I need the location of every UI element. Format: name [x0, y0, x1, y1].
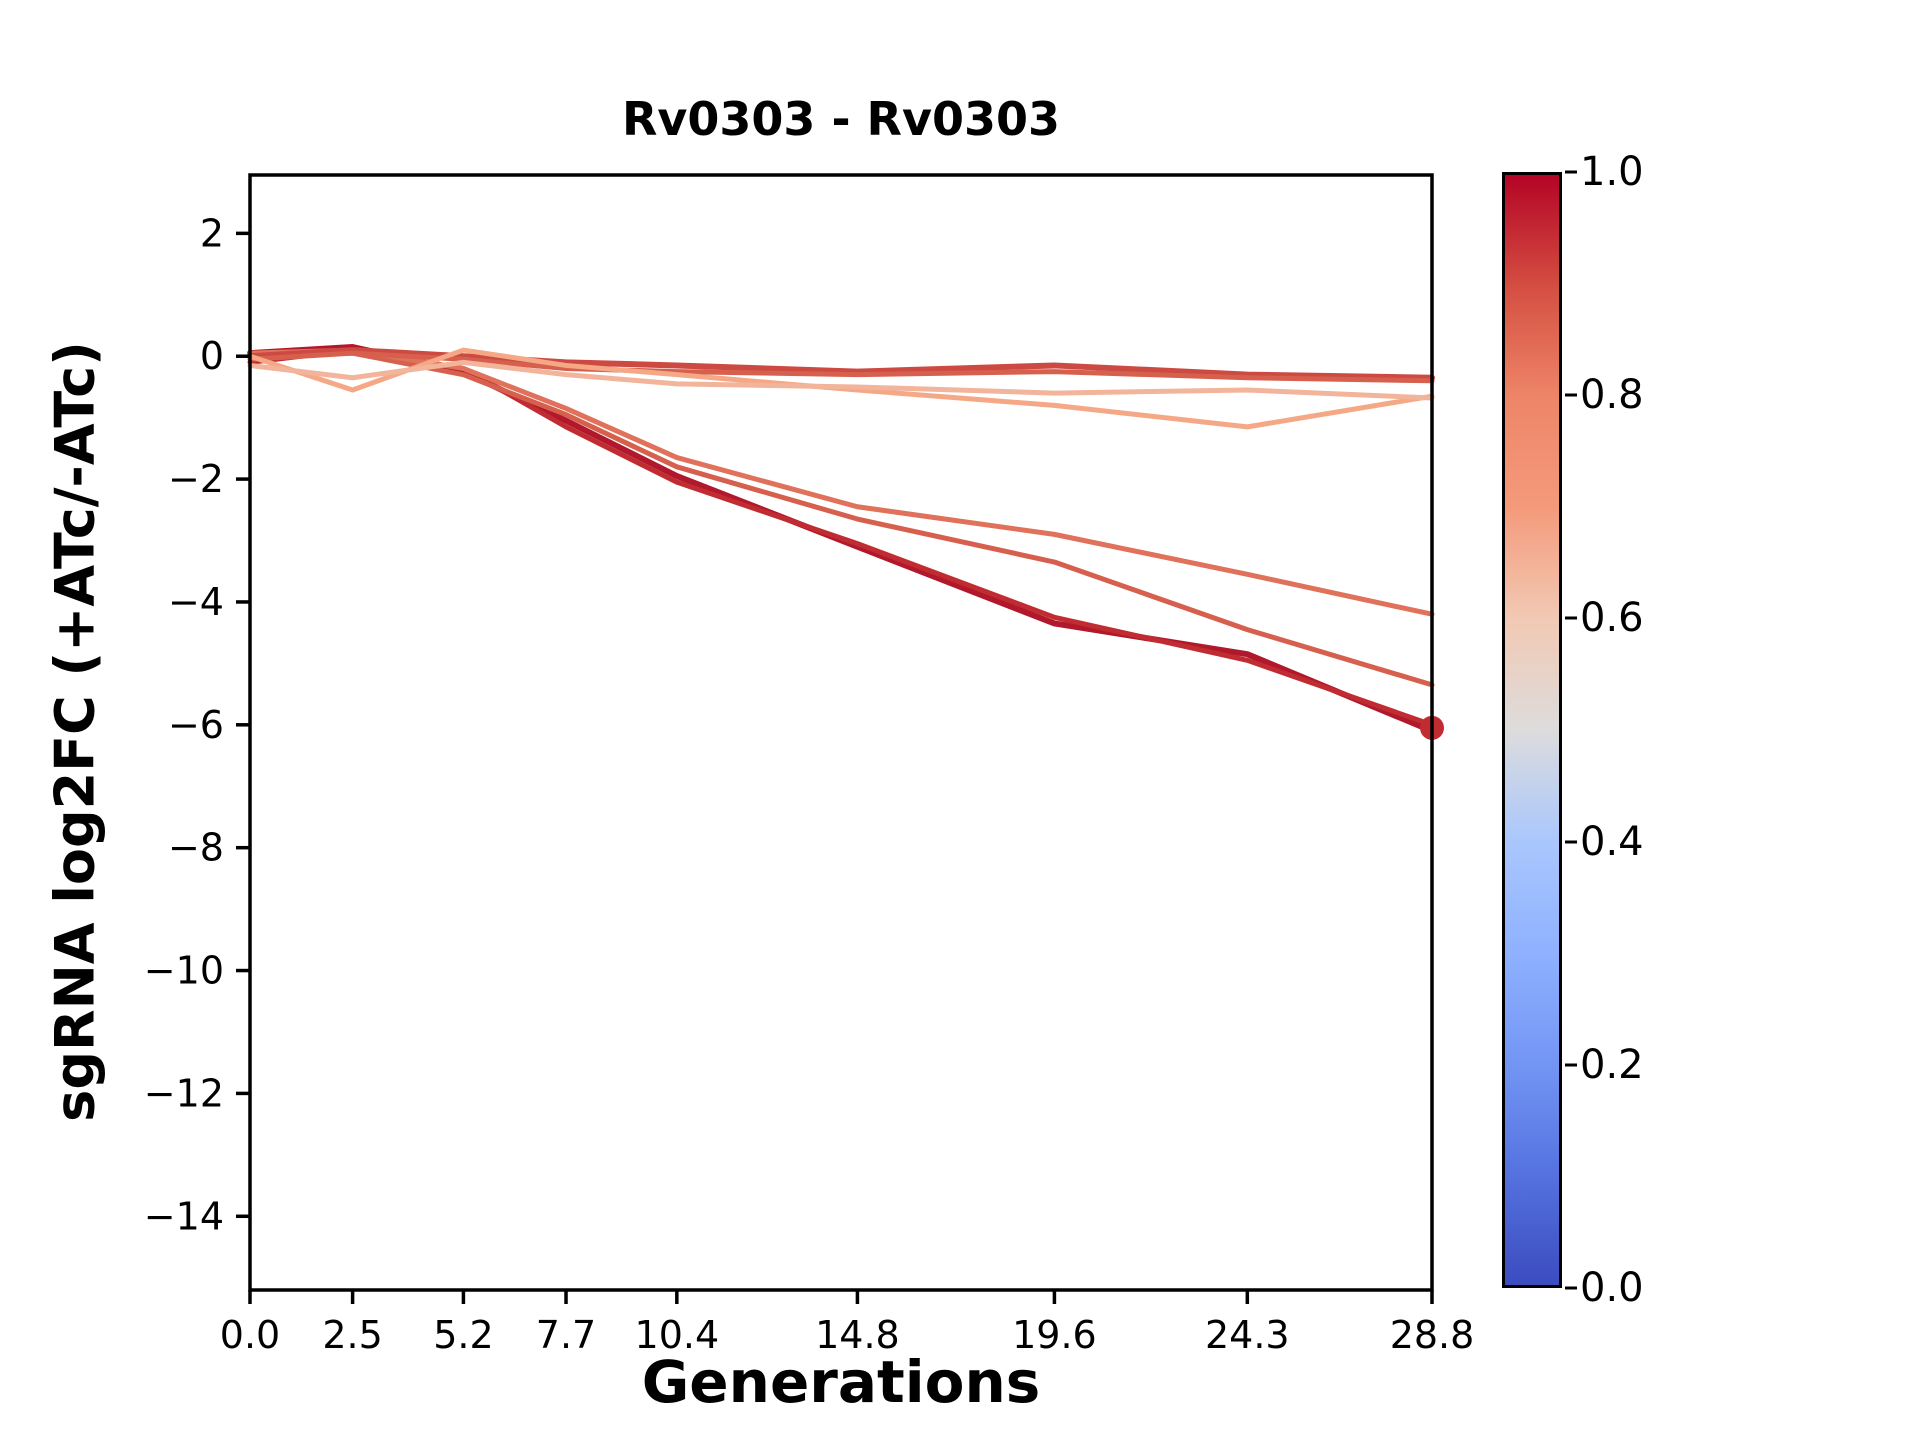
- y-tick-label: −6: [168, 703, 224, 747]
- colorbar-tick-label: 0.2: [1580, 1041, 1644, 1088]
- colorbar-tick-label: 0.8: [1580, 372, 1644, 419]
- colorbar-tick-label: 1.0: [1580, 149, 1644, 195]
- colorbar-tick-mark: [1565, 616, 1577, 620]
- colorbar-tick-mark: [1565, 1286, 1577, 1290]
- y-tick-label: −14: [144, 1194, 224, 1238]
- y-tick-label: −4: [168, 580, 224, 624]
- series-line-sgRNA-flat-1: [247, 347, 1435, 381]
- y-tick-label: −10: [144, 949, 224, 993]
- series-line-sgRNA-flat-2: [247, 350, 1435, 384]
- x-tick-label: 24.3: [1205, 1313, 1290, 1357]
- x-tick-label: 19.6: [1012, 1313, 1097, 1357]
- x-tick-label: 14.8: [815, 1313, 900, 1357]
- y-tick-label: 2: [200, 211, 224, 255]
- y-tick-label: −12: [144, 1071, 224, 1115]
- colorbar-tick-mark: [1565, 170, 1577, 174]
- colorbar-tick-mark: [1565, 1063, 1577, 1067]
- x-tick-label: 28.8: [1390, 1313, 1475, 1357]
- colorbar-tick-label: 0.4: [1580, 818, 1644, 865]
- series-line-sgRNA-weak-1: [247, 347, 1435, 430]
- series-line-sgRNA-weak-2: [247, 359, 1435, 401]
- colorbar-tick-label: 0.0: [1580, 1265, 1644, 1311]
- axes-spines: [248, 173, 1434, 1292]
- colorbar-tick-label: 0.6: [1580, 595, 1644, 642]
- x-tick-label: 10.4: [635, 1313, 720, 1357]
- colorbar-tick-mark: [1565, 393, 1577, 397]
- y-tick-label: 0: [200, 334, 224, 378]
- x-tick-label: 5.2: [433, 1313, 493, 1357]
- x-tick-label: 0.0: [220, 1313, 280, 1357]
- chart-title: Rv0303 - Rv0303: [622, 92, 1060, 146]
- colorbar-tick-mark: [1565, 840, 1577, 844]
- y-tick-label: −2: [168, 457, 224, 501]
- x-tick-label: 2.5: [322, 1313, 382, 1357]
- x-tick-label: 7.7: [536, 1313, 596, 1357]
- y-tick-label: −8: [168, 826, 224, 870]
- x-axis-label: Generations: [641, 1348, 1041, 1416]
- series-line-sgRNA-mid-1: [247, 350, 1435, 688]
- colorbar-gradient: [1502, 172, 1562, 1288]
- series-line-sgRNA-strong-2: [247, 347, 1435, 728]
